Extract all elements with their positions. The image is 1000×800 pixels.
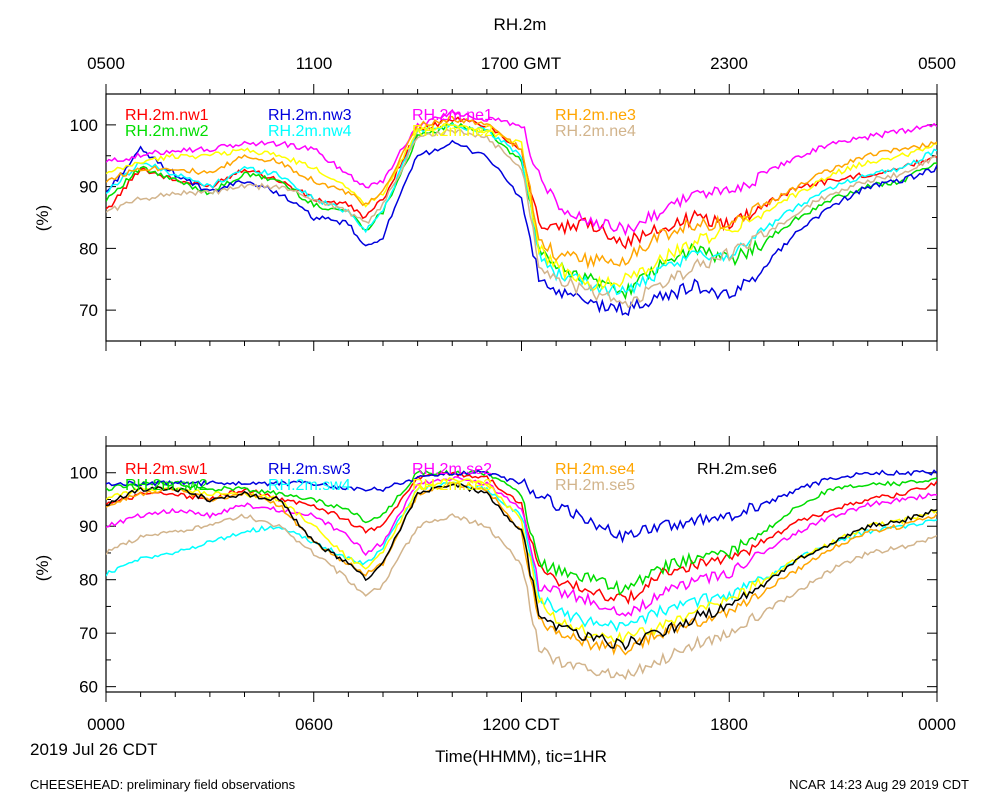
legend-label: RH.2m.nw4: [268, 123, 352, 140]
legend-label: RH.2m.nw2: [125, 123, 209, 140]
y-axis-label: (%): [33, 555, 52, 581]
legend-label: RH.2m.se5: [555, 477, 635, 494]
legend-label: RH.2m.se4: [555, 461, 635, 478]
bottom-tick-label: 0600: [295, 715, 333, 734]
legend-label: RH.2m.nw1: [125, 107, 209, 124]
y-tick-label: 70: [79, 624, 98, 643]
legend-label: RH.2m.nw3: [268, 107, 352, 124]
series-line-RH-2m-ne2: [106, 122, 937, 291]
series-group: [106, 469, 937, 681]
legend-label: RH.2m.sw4: [268, 477, 351, 494]
bottom-axis-labels: 0000 0600 1200 CDT 1800 0000: [87, 715, 956, 734]
series-line-RH-2m-sw2: [106, 469, 937, 596]
legend-label: RH.2m.sw3: [268, 461, 351, 478]
x-axis-label: Time(HHMM), tic=1HR: [435, 747, 607, 766]
footer-left: CHEESEHEAD: preliminary field observatio…: [30, 777, 296, 792]
top-tick-label: 1100: [296, 54, 333, 73]
y-tick-label: 100: [70, 464, 98, 483]
series-line-RH-2m-se6: [106, 483, 937, 651]
footer-right: NCAR 14:23 Aug 29 2019 CDT: [789, 777, 969, 792]
series-line-RH-2m-sw1: [106, 471, 937, 605]
series-line-RH-2m-se2: [106, 476, 937, 617]
legend-label: RH.2m.ne1: [412, 107, 493, 124]
legend-label: RH.2m.ne4: [555, 123, 636, 140]
bottom-tick-label: 0000: [918, 715, 956, 734]
y-tick-label: 90: [79, 517, 98, 536]
y-tick-label: 60: [79, 678, 98, 697]
series-line-RH-2m-nw3: [106, 139, 937, 317]
series-line-RH-2m-ne3: [106, 115, 937, 270]
legend-label: RH.2m.ne2: [412, 123, 493, 140]
y-axis-label: (%): [33, 205, 52, 231]
bottom-tick-label: 0000: [87, 715, 125, 734]
series-group: [106, 108, 937, 317]
plot-frame: [105, 93, 938, 342]
bottom-tick-label: 1200 CDT: [482, 715, 559, 734]
y-tick-label: 90: [79, 178, 98, 197]
date-label: 2019 Jul 26 CDT: [30, 740, 158, 759]
series-line-RH-2m-sw3: [106, 469, 937, 544]
series-line-RH-2m-ne4: [106, 128, 937, 309]
top-tick-label: 2300: [710, 54, 748, 73]
legend-label: RH.2m.sw2: [125, 477, 208, 494]
series-line-RH-2m-se5: [106, 513, 937, 681]
top-panel: 708090100(%)RH.2m.nw1RH.2m.nw2RH.2m.nw3R…: [33, 84, 938, 351]
series-line-RH-2m-nw4: [106, 122, 937, 297]
top-tick-label: 0500: [87, 54, 125, 73]
top-axis-labels: 0500 1100 1700 GMT 2300 0500: [87, 54, 956, 73]
legend-label: RH.2m.sw1: [125, 461, 208, 478]
top-tick-label: 1700 GMT: [481, 54, 561, 73]
y-tick-label: 80: [79, 239, 98, 258]
y-tick-label: 100: [70, 116, 98, 135]
series-line-RH-2m-ne1: [106, 108, 937, 237]
y-tick-label: 70: [79, 301, 98, 320]
bottom-tick-label: 1800: [710, 715, 748, 734]
legend-label: RH.2m.ne3: [555, 107, 636, 124]
legend-label: RH.2m.se3: [412, 477, 492, 494]
y-tick-label: 80: [79, 571, 98, 590]
legend-label: RH.2m.se2: [412, 461, 492, 478]
legend-label: RH.2m.se6: [697, 461, 777, 478]
top-tick-label: 0500: [918, 54, 956, 73]
chart-title: RH.2m: [494, 15, 547, 34]
